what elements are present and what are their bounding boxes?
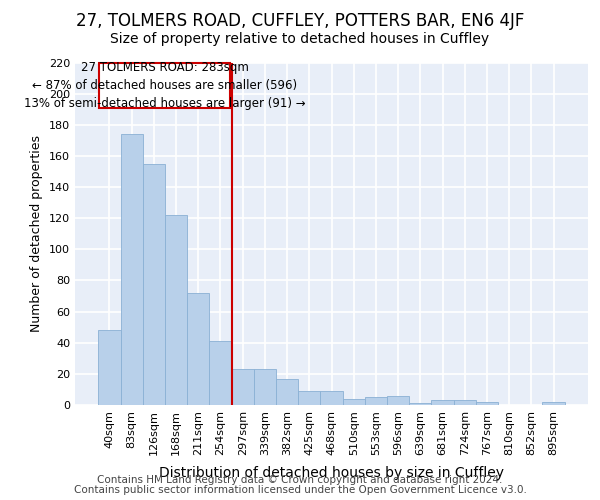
Bar [254,369,276,405]
Text: Contains HM Land Registry data © Crown copyright and database right 2024.: Contains HM Land Registry data © Crown c… [97,475,503,485]
Bar [232,369,254,405]
Bar [387,396,409,405]
FancyBboxPatch shape [99,62,230,108]
Bar [476,402,498,405]
Bar [343,399,365,405]
Y-axis label: Number of detached properties: Number of detached properties [31,135,43,332]
Bar [98,330,121,405]
Text: Size of property relative to detached houses in Cuffley: Size of property relative to detached ho… [110,32,490,46]
Bar [542,402,565,405]
Bar [209,341,232,405]
Bar [298,391,320,405]
Bar [121,134,143,405]
Bar [143,164,165,405]
X-axis label: Distribution of detached houses by size in Cuffley: Distribution of detached houses by size … [159,466,504,480]
Text: 27, TOLMERS ROAD, CUFFLEY, POTTERS BAR, EN6 4JF: 27, TOLMERS ROAD, CUFFLEY, POTTERS BAR, … [76,12,524,30]
Bar [165,215,187,405]
Bar [276,378,298,405]
Text: Contains public sector information licensed under the Open Government Licence v3: Contains public sector information licen… [74,485,526,495]
Bar [431,400,454,405]
Bar [365,397,387,405]
Text: 27 TOLMERS ROAD: 283sqm
← 87% of detached houses are smaller (596)
13% of semi-d: 27 TOLMERS ROAD: 283sqm ← 87% of detache… [24,60,305,110]
Bar [454,400,476,405]
Bar [409,404,431,405]
Bar [187,293,209,405]
Bar [320,391,343,405]
